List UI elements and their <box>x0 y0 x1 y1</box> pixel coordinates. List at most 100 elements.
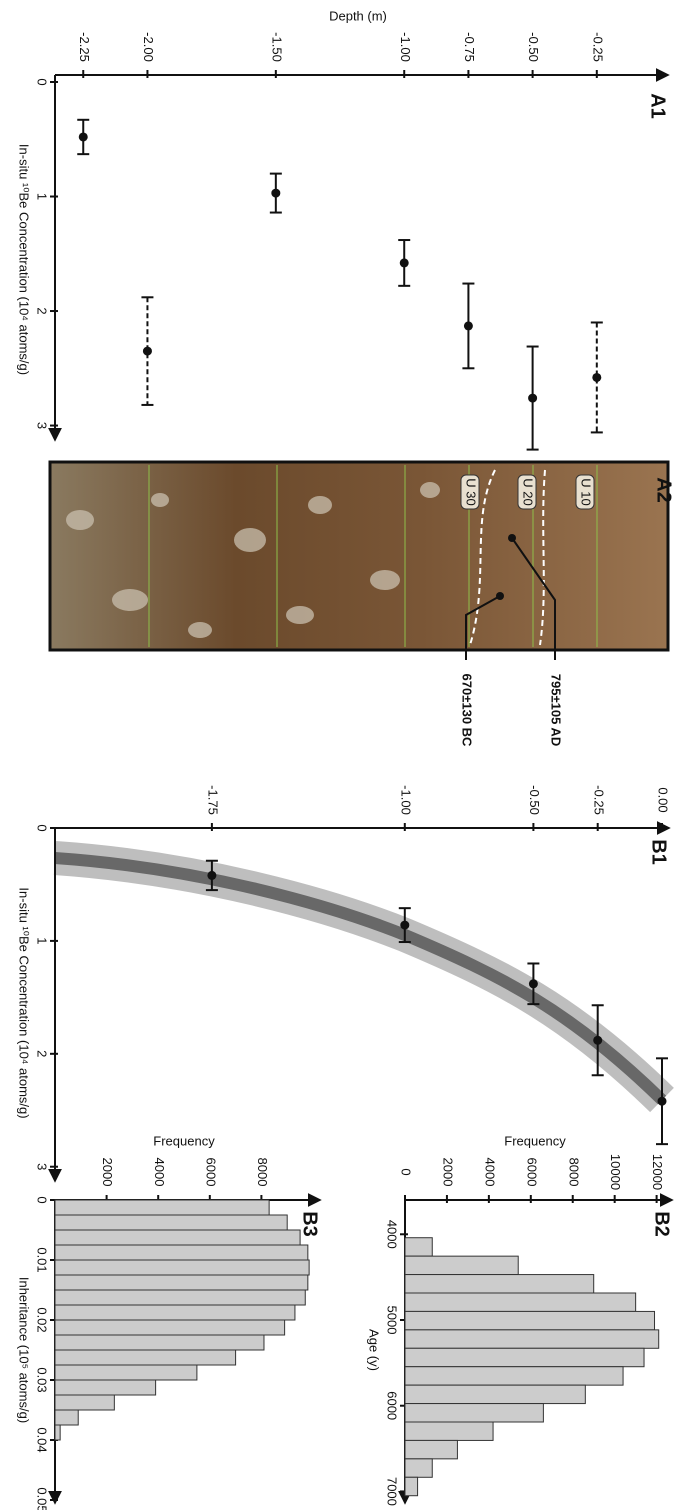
y-axis-label: Frequency <box>504 1133 566 1148</box>
y-tick-label: -1.75 <box>205 785 220 815</box>
bar <box>54 1319 286 1336</box>
photo-panel: U 10 U 20 U 30 795±105 AD 670±130 BC A2 <box>48 460 675 747</box>
x-tick-label: 7000 <box>385 1477 400 1506</box>
bar <box>54 1274 309 1291</box>
x-tick-label: 1 <box>35 193 50 200</box>
x-tick-label: 6000 <box>385 1391 400 1420</box>
soil-photo <box>48 460 670 652</box>
panel-title: B1 <box>648 839 670 865</box>
y-axis-label: Frequency <box>153 1133 215 1148</box>
bar <box>404 1421 494 1441</box>
y-tick-label: 12000 <box>650 1154 665 1190</box>
data-point <box>399 258 409 268</box>
bar <box>54 1304 296 1321</box>
model-band <box>53 841 674 1113</box>
bar <box>54 1409 79 1426</box>
y-tick-label: 8000 <box>566 1158 581 1187</box>
bar <box>54 1364 198 1381</box>
layer-label: U 10 <box>579 478 594 505</box>
bar <box>54 1259 310 1276</box>
x-tick-label: 0 <box>35 78 50 85</box>
leader-line <box>465 595 501 650</box>
bar <box>404 1347 645 1368</box>
x-axis-label: Inheritance (10⁵ atoms/g) <box>17 1277 32 1423</box>
panel-title: A1 <box>647 93 669 119</box>
model-band-core <box>54 852 667 1105</box>
bar <box>404 1237 433 1257</box>
y-tick-label: 6000 <box>203 1158 218 1187</box>
bar <box>404 1476 419 1497</box>
bar <box>404 1403 544 1423</box>
x-tick-label: 1 <box>35 937 50 944</box>
x-tick-label: 4000 <box>385 1220 400 1249</box>
x-axis-label: In-situ ¹⁰Be Concentration (10⁴ atoms/g) <box>17 887 32 1118</box>
y-tick-label: 4000 <box>482 1158 497 1187</box>
y-tick-label: -0.50 <box>526 32 541 62</box>
leader-line <box>511 537 556 650</box>
data-point <box>271 188 281 198</box>
x-axis-label: In-situ ¹⁰Be Concentration (10⁴ atoms/g) <box>17 144 32 375</box>
y-tick-label: 6000 <box>524 1158 539 1187</box>
y-tick-label: -0.75 <box>462 32 477 62</box>
x-tick-label: 0.02 <box>35 1307 50 1332</box>
y-tick-label: -1.00 <box>398 785 413 815</box>
bar <box>54 1379 157 1396</box>
bar <box>54 1334 265 1351</box>
y-tick-label: -2.25 <box>77 32 92 62</box>
y-axis-label: Depth (m) <box>329 8 387 23</box>
y-tick-label: -0.50 <box>527 785 542 815</box>
layer-label: U 20 <box>521 478 536 505</box>
y-tick-label: -0.25 <box>590 32 605 62</box>
x-tick-label: 0.05 <box>35 1487 50 1510</box>
bar <box>54 1289 306 1306</box>
bar <box>54 1229 301 1246</box>
bar <box>54 1199 270 1216</box>
bar <box>404 1255 519 1276</box>
layer-labels: U 10 U 20 U 30 <box>460 474 595 510</box>
y-tick-label: -1.50 <box>269 32 284 62</box>
x-tick-label: 0.01 <box>35 1247 50 1272</box>
bar <box>404 1329 660 1349</box>
data-point <box>78 132 88 142</box>
panel-title: A2 <box>653 477 675 503</box>
data-point <box>528 979 538 989</box>
bar <box>404 1366 624 1386</box>
unit-boundary <box>539 469 546 646</box>
annotation: 795±105 AD <box>549 674 564 746</box>
data-point <box>463 321 473 331</box>
bar <box>404 1439 458 1460</box>
y-tick-label: -2.00 <box>141 32 156 62</box>
bar <box>404 1274 595 1294</box>
data-point <box>142 346 152 356</box>
y-tick-label: 2000 <box>100 1158 115 1187</box>
x-tick-label: 0.04 <box>35 1427 50 1452</box>
layer-label: U 30 <box>464 478 479 505</box>
bar <box>54 1244 309 1261</box>
data-point <box>592 372 602 382</box>
bar <box>54 1424 61 1441</box>
y-tick-label: 8000 <box>255 1158 270 1187</box>
x-tick-label: 0 <box>35 1196 50 1203</box>
y-tick-label: 0.00 <box>656 787 671 812</box>
data-point <box>528 393 538 403</box>
y-tick-label: 0 <box>399 1168 414 1175</box>
bar <box>404 1384 586 1405</box>
stones <box>66 482 440 638</box>
data-point <box>593 1035 603 1045</box>
x-tick-label: 5000 <box>385 1306 400 1335</box>
panel-title: B2 <box>651 1211 673 1237</box>
unit-boundary <box>469 469 496 646</box>
data-point <box>207 870 217 880</box>
bar <box>404 1310 656 1331</box>
x-axis-label: Age (y) <box>367 1329 382 1371</box>
x-tick-label: 3 <box>35 1163 50 1170</box>
bar <box>54 1349 237 1366</box>
x-tick-label: 2 <box>35 307 50 314</box>
bar <box>54 1394 115 1411</box>
data-point <box>657 1096 667 1106</box>
bar <box>404 1292 637 1312</box>
y-tick-label: -0.25 <box>591 785 606 815</box>
data-point <box>400 920 410 930</box>
bar <box>54 1214 288 1231</box>
